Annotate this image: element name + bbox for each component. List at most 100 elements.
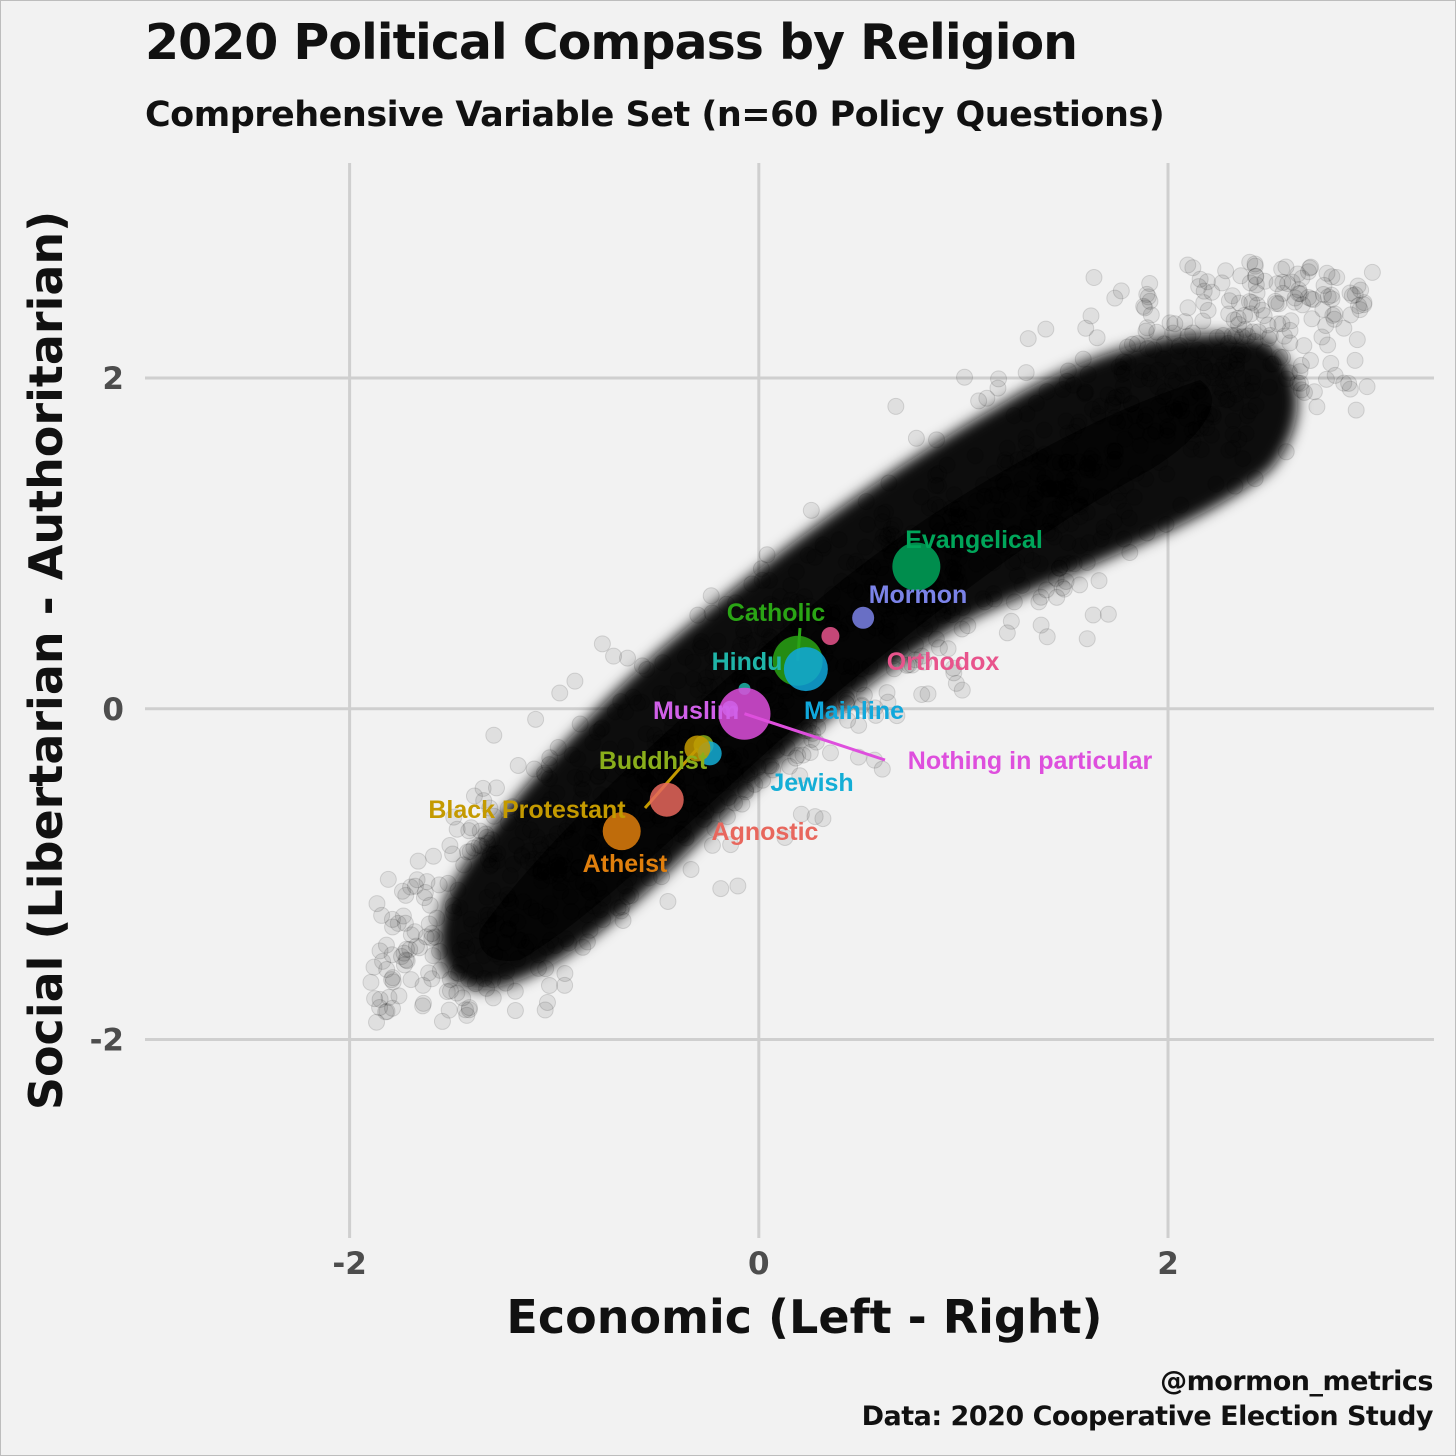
respondent-point bbox=[938, 456, 956, 474]
respondent-point bbox=[1009, 451, 1027, 469]
respondent-point bbox=[705, 777, 723, 795]
respondent-point bbox=[1346, 351, 1364, 369]
respondent-point bbox=[618, 861, 636, 879]
respondent-point bbox=[882, 520, 900, 538]
respondent-point bbox=[983, 486, 1001, 504]
respondent-point bbox=[1145, 341, 1163, 359]
respondent-point bbox=[1217, 362, 1235, 380]
respondent-point bbox=[473, 837, 491, 855]
respondent-point bbox=[972, 519, 990, 537]
respondent-point bbox=[1244, 368, 1262, 386]
respondent-point bbox=[1038, 383, 1056, 401]
respondent-point bbox=[496, 934, 514, 952]
respondent-point bbox=[1189, 382, 1207, 400]
respondent-point bbox=[877, 600, 895, 618]
respondent-point bbox=[746, 775, 764, 793]
respondent-point bbox=[1091, 463, 1109, 481]
respondent-point bbox=[921, 615, 939, 633]
respondent-point bbox=[838, 691, 856, 709]
respondent-point bbox=[939, 640, 957, 658]
respondent-point bbox=[1343, 287, 1361, 305]
respondent-point bbox=[1202, 426, 1220, 444]
respondent-point bbox=[995, 538, 1013, 556]
respondent-point bbox=[549, 739, 567, 757]
respondent-point bbox=[1138, 319, 1156, 337]
respondent-point bbox=[709, 649, 727, 667]
respondent-point bbox=[814, 539, 832, 557]
respondent-point bbox=[1074, 350, 1092, 368]
respondent-point bbox=[474, 779, 492, 797]
respondent-point bbox=[1174, 365, 1192, 383]
respondent-point bbox=[873, 760, 891, 778]
respondent-point bbox=[1232, 267, 1250, 285]
respondent-point bbox=[906, 636, 924, 654]
respondent-point bbox=[1138, 285, 1156, 303]
respondent-point bbox=[1082, 307, 1100, 325]
respondent-point bbox=[1164, 399, 1182, 417]
respondent-point bbox=[1214, 371, 1232, 389]
respondent-point bbox=[697, 669, 715, 687]
respondent-point bbox=[1019, 494, 1037, 512]
respondent-point bbox=[548, 784, 566, 802]
respondent-point bbox=[743, 575, 761, 593]
respondent-point bbox=[563, 746, 581, 764]
respondent-point bbox=[1322, 354, 1340, 372]
respondent-point bbox=[564, 816, 582, 834]
respondent-point bbox=[1269, 315, 1287, 333]
respondent-point bbox=[833, 572, 851, 590]
respondent-point bbox=[1225, 311, 1243, 329]
respondent-point bbox=[1103, 442, 1121, 460]
respondent-point bbox=[1214, 326, 1232, 344]
respondent-point bbox=[485, 726, 503, 744]
respondent-point bbox=[835, 657, 853, 675]
respondent-point bbox=[798, 600, 816, 618]
respondent-point bbox=[426, 928, 444, 946]
respondent-point bbox=[1106, 289, 1124, 307]
respondent-point bbox=[726, 794, 744, 812]
respondent-point bbox=[580, 834, 598, 852]
respondent-point bbox=[1214, 383, 1232, 401]
respondent-point bbox=[912, 488, 930, 506]
respondent-point bbox=[765, 597, 783, 615]
respondent-point bbox=[709, 675, 727, 693]
respondent-point bbox=[1314, 300, 1332, 318]
respondent-point bbox=[867, 706, 885, 724]
respondent-point bbox=[1037, 581, 1055, 599]
respondent-point bbox=[954, 598, 972, 616]
respondent-point bbox=[1220, 305, 1238, 323]
respondent-point bbox=[593, 635, 611, 653]
respondent-point bbox=[1077, 319, 1095, 337]
respondent-point bbox=[529, 959, 547, 977]
respondent-point bbox=[1238, 407, 1256, 425]
respondent-point bbox=[566, 768, 584, 786]
respondent-point bbox=[588, 863, 606, 881]
religion-point bbox=[602, 812, 641, 851]
respondent-point bbox=[760, 602, 778, 620]
respondent-point bbox=[1090, 572, 1108, 590]
respondent-point bbox=[1084, 606, 1102, 624]
respondent-point bbox=[1047, 569, 1065, 587]
respondent-point bbox=[1191, 270, 1209, 288]
respondent-point bbox=[1105, 389, 1123, 407]
respondent-point bbox=[486, 945, 504, 963]
respondent-point bbox=[1224, 412, 1242, 430]
respondent-point bbox=[860, 568, 878, 586]
respondent-point bbox=[1141, 275, 1159, 293]
respondent-point bbox=[566, 672, 584, 690]
respondent-point bbox=[451, 941, 469, 959]
respondent-point bbox=[847, 552, 865, 570]
respondent-point bbox=[735, 626, 753, 644]
respondent-point bbox=[1172, 395, 1190, 413]
respondent-point bbox=[815, 602, 833, 620]
respondent-point bbox=[1157, 515, 1175, 533]
respondent-point bbox=[1268, 275, 1286, 293]
respondent-point bbox=[1131, 371, 1149, 389]
respondent-point bbox=[1277, 443, 1295, 461]
respondent-point bbox=[1104, 454, 1122, 472]
respondent-point bbox=[1220, 441, 1238, 459]
religion-label: Hindu bbox=[712, 648, 783, 676]
religion-point bbox=[722, 700, 739, 717]
respondent-point bbox=[1176, 313, 1194, 331]
respondent-point bbox=[371, 990, 389, 1008]
respondent-point bbox=[402, 878, 420, 896]
